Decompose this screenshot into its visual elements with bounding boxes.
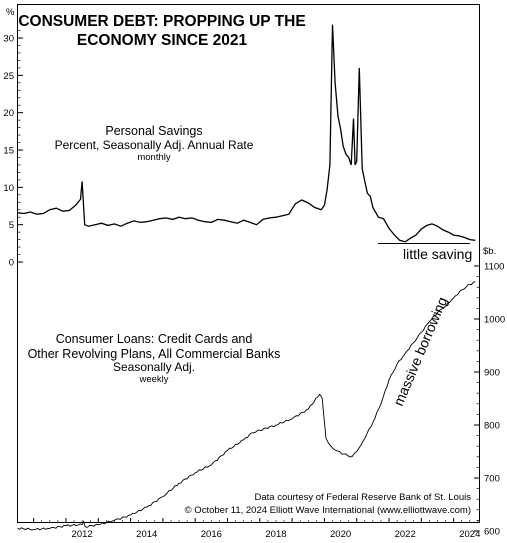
loans-title-line2: Other Revolving Plans, All Commercial Ba…	[28, 347, 281, 361]
year-tick-label: 2020	[330, 529, 351, 540]
loans-series-line	[17, 281, 476, 531]
savings-series-line	[17, 24, 476, 243]
loans-title-line1: Consumer Loans: Credit Cards and	[56, 332, 253, 346]
savings-frequency: monthly	[137, 152, 171, 163]
credit-line-source: Data courtesy of Federal Reserve Bank of…	[255, 492, 472, 503]
savings-tick-label: 15	[3, 146, 14, 157]
plot-frame	[17, 4, 480, 523]
year-tick-label: 2024	[459, 529, 480, 540]
savings-tick-label: 5	[9, 220, 14, 231]
loans-subtitle: Seasonally Adj.	[113, 360, 195, 374]
loans-tick-label: 1100	[484, 262, 504, 273]
credit-line-copyright: © October 11, 2024 Elliott Wave Internat…	[185, 505, 471, 516]
savings-tick-label: 20	[3, 108, 14, 119]
chart-title-line1: CONSUMER DEBT: PROPPING UP THE	[18, 13, 305, 30]
loans-tick-label: 800	[484, 421, 500, 432]
savings-tick-label: 10	[3, 183, 14, 194]
massive-borrowing-annotation: massive borrowing	[390, 294, 450, 408]
loans-tick-label: 700	[484, 474, 500, 485]
little-saving-annotation: little saving	[403, 246, 472, 262]
savings-unit-label: %	[6, 7, 15, 18]
year-tick-label: 2018	[265, 529, 286, 540]
year-tick-label: 2016	[201, 529, 222, 540]
savings-tick-label: 25	[3, 71, 14, 82]
loans-unit-label: $b.	[483, 246, 496, 257]
year-axis: 2012 2014 2016 2018 2020 2022 2024	[33, 518, 480, 540]
loans-tick-label: 900	[484, 368, 500, 379]
chart-title-line2: ECONOMY SINCE 2021	[77, 32, 248, 49]
year-tick-label: 2014	[136, 529, 157, 540]
savings-axis: 0 5 10 15 20 25 30	[3, 30, 23, 269]
loans-tick-label: 1000	[484, 315, 505, 326]
year-tick-label: 2012	[72, 529, 93, 540]
year-tick-label: 2022	[395, 529, 416, 540]
loans-frequency: weekly	[138, 374, 168, 385]
savings-tick-label: 0	[9, 258, 14, 269]
loans-axis: 600 700 800 900 1000 1100	[474, 262, 505, 538]
savings-title: Personal Savings	[105, 124, 202, 138]
savings-subtitle: Percent, Seasonally Adj. Annual Rate	[55, 138, 254, 152]
savings-tick-label: 30	[3, 34, 14, 45]
loans-tick-label: 600	[484, 527, 500, 538]
